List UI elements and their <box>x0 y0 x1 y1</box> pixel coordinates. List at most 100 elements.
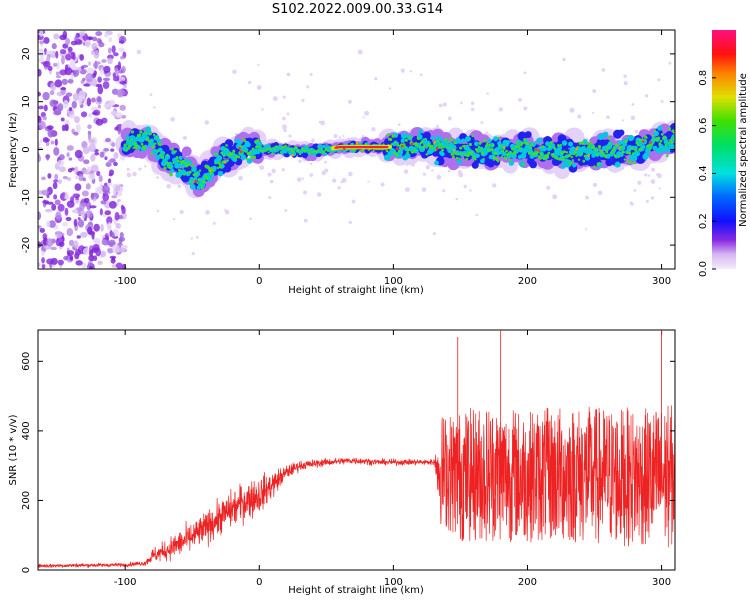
ridge-halo-blob <box>660 100 664 103</box>
noise-blob <box>68 239 75 247</box>
ridge-halo-blob <box>492 183 497 188</box>
noise-blob <box>71 100 78 109</box>
spectrogram-x-tick-label: 100 <box>384 276 403 287</box>
ridge-blob <box>570 155 573 159</box>
noise-blob <box>55 50 59 59</box>
ridge-blob <box>245 157 249 161</box>
ridge-blob <box>145 138 149 142</box>
ridge-blob <box>440 146 443 150</box>
ridge-blob <box>503 156 508 160</box>
snr-y-tick-label: 400 <box>21 421 32 440</box>
snr-x-axis-label: Height of straight line (km) <box>288 585 424 596</box>
ridge-halo-blob <box>403 169 409 174</box>
ridge-blob <box>477 145 480 148</box>
ridge-halo-blob <box>637 180 642 185</box>
ridge-halo-blob <box>191 251 195 256</box>
ridge-blob <box>174 150 177 153</box>
ridge-blob <box>552 155 555 158</box>
noise-blob <box>74 183 82 191</box>
ridge-blob <box>626 160 630 164</box>
ridge-blob <box>436 139 440 143</box>
ridge-blob <box>597 134 604 141</box>
ridge-blob <box>130 130 135 134</box>
noise-blob <box>107 221 112 230</box>
ridge-blob <box>511 147 515 151</box>
ridge-halo-blob <box>268 196 272 200</box>
noise-blob <box>78 67 82 72</box>
ridge-blob <box>192 173 196 177</box>
ridge-blob <box>659 139 663 143</box>
ridge-blob <box>453 141 457 145</box>
ridge-hotspot <box>534 148 538 151</box>
ridge-blob <box>249 151 252 154</box>
ridge-blob <box>394 140 397 144</box>
noise-blob <box>115 262 123 269</box>
ridge-halo-blob <box>170 117 175 122</box>
noise-blob <box>43 37 50 44</box>
ridge-halo-blob <box>380 182 385 187</box>
ridge-blob <box>295 146 298 150</box>
ridge-blob <box>144 131 148 135</box>
noise-blob <box>87 226 93 235</box>
ridge-blob <box>198 169 202 172</box>
snr-x-tick-label: 100 <box>384 577 403 588</box>
noise-blob <box>55 231 63 239</box>
ridge-blob <box>201 180 206 184</box>
noise-blob <box>88 173 96 181</box>
noise-blob <box>58 166 66 173</box>
ridge-blob <box>626 151 629 154</box>
ridge-blob <box>465 157 469 161</box>
ridge-blob <box>155 136 158 139</box>
ridge-halo-blob <box>656 172 660 177</box>
ridge-blob <box>289 147 292 150</box>
noise-blob <box>63 99 69 109</box>
snr-y-axis-label: SNR (10 * v/v) <box>8 414 19 485</box>
snr-x-ticks: -100 0 100 200 300 <box>114 330 671 588</box>
noise-blob <box>82 177 86 182</box>
noise-blob <box>39 40 45 45</box>
ridge-halo-blob <box>321 170 326 176</box>
noise-blob <box>77 217 81 221</box>
noise-blob <box>62 30 68 39</box>
ridge-blob <box>204 164 208 168</box>
ridge-halo-blob <box>126 167 130 171</box>
ridge-halo-blob <box>409 70 412 73</box>
noise-blob <box>95 118 104 126</box>
ridge-halo-blob <box>196 236 199 239</box>
ridge-blob <box>658 142 662 146</box>
noise-blob <box>86 67 95 75</box>
noise-blob <box>61 55 65 65</box>
ridge-blob <box>513 150 517 155</box>
noise-blob <box>97 85 104 95</box>
ridge-blob <box>217 161 221 165</box>
ridge-halo-blob <box>205 210 210 215</box>
snr-y-tick-label: 600 <box>21 352 32 371</box>
spectrogram-y-tick-label: -20 <box>21 237 32 253</box>
ridge-blob <box>189 176 194 182</box>
noise-blob <box>75 260 83 266</box>
ridge-halo-blob <box>132 171 137 177</box>
ridge-blob <box>501 149 505 153</box>
noise-blob <box>107 159 112 165</box>
ridge-blob <box>296 150 299 153</box>
ridge-blob <box>123 143 127 147</box>
noise-blob <box>54 79 63 88</box>
ridge-hotspot <box>587 154 590 157</box>
ridge-blob <box>233 157 237 160</box>
ridge-blob <box>558 157 562 161</box>
ridge-blob <box>220 151 224 155</box>
noise-blob <box>67 46 73 53</box>
ridge-blob <box>653 129 657 133</box>
ridge-halo-blob <box>271 168 276 174</box>
ridge-blob <box>368 149 370 151</box>
noise-blob <box>111 142 116 148</box>
spectrogram-y-tick-label: 20 <box>21 48 32 61</box>
ridge-blob <box>181 159 185 163</box>
ridge-blob <box>618 129 625 136</box>
ridge-halo-blob <box>324 160 327 164</box>
ridge-hotspot <box>194 179 197 183</box>
noise-blob <box>46 238 54 247</box>
ridge-halo-blob <box>284 209 288 212</box>
ridge-blob <box>557 143 560 147</box>
ridge-blob <box>530 143 534 146</box>
